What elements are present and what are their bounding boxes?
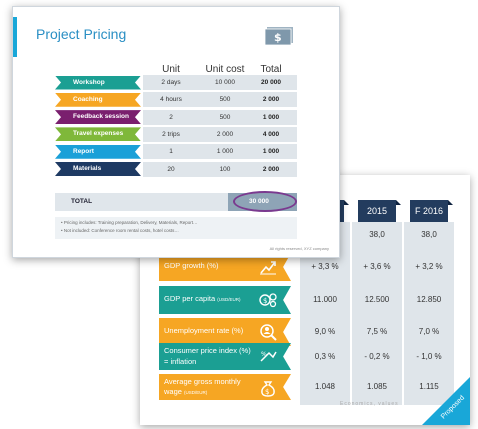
value: - 0,2 % <box>364 352 390 361</box>
header-total: Total <box>260 64 282 75</box>
pricing-row-bg <box>143 126 297 142</box>
top-row-value: 38,0 <box>421 230 437 239</box>
corner-ribbon <box>422 377 470 425</box>
value: - 1,0 % <box>416 352 442 361</box>
growth-chart-icon <box>260 261 276 275</box>
indicator-cpi: Consumer price index (%) = inflation % <box>159 343 291 370</box>
copyright: All rights reserved, XYZ company <box>269 246 329 251</box>
pricing-cell-total: 20 000 <box>261 79 281 86</box>
value: 0,3 % <box>314 352 336 361</box>
money-bag-icon: $ <box>261 381 275 397</box>
value: 7,5 % <box>366 327 388 336</box>
svg-text:$: $ <box>265 388 269 396</box>
pricing-cell-unit: 4 hours <box>160 96 182 104</box>
pricing-cell-cost: 500 <box>219 96 231 104</box>
pricing-cell-unit: 2 days <box>161 79 181 86</box>
pricing-cell-unit: 2 <box>169 113 173 121</box>
value: + 3,2 % <box>415 262 443 271</box>
pricing-cell-cost: 100 <box>219 165 231 173</box>
value: + 3,3 % <box>311 262 339 271</box>
pricing-cell-unit: 20 <box>167 165 175 173</box>
svg-text:$: $ <box>263 297 267 305</box>
value: 11.000 <box>313 295 337 304</box>
value: 12.500 <box>364 295 390 304</box>
pricing-item-label: Workshop <box>55 75 141 90</box>
pricing-cell-cost: 2 000 <box>216 130 234 138</box>
project-pricing-slide: Project Pricing $ Unit Unit cost Total W… <box>12 6 340 258</box>
value: 1.085 <box>366 382 388 391</box>
slide-title: Project Pricing <box>36 26 127 42</box>
pricing-item-label: Feedback session <box>55 110 141 125</box>
pricing-cell-total: 2 000 <box>262 96 280 104</box>
header-unit-cost: Unit cost <box>205 64 245 75</box>
pricing-row-bg <box>143 109 297 125</box>
svg-text:$: $ <box>274 31 282 44</box>
highlight-ellipse <box>233 191 297 212</box>
indicator-average-wage: Average gross monthly wage (USD/EUR) $ <box>159 374 291 400</box>
percent-arrow-icon: % <box>260 351 277 362</box>
pricing-item-label: Travel expenses <box>55 127 141 142</box>
title-accent-bar <box>13 17 17 57</box>
pricing-cell-unit: 2 trips <box>162 130 180 138</box>
pricing-cell-unit: 1 <box>169 148 173 156</box>
value: 1.048 <box>314 382 336 391</box>
person-search-icon <box>260 324 277 341</box>
svg-text:%: % <box>261 351 267 358</box>
value: 9,0 % <box>314 327 336 336</box>
value: 7,0 % <box>418 327 440 336</box>
dollar-gear-icon: $ <box>259 293 277 308</box>
dollar-bill-icon: $ <box>264 27 293 46</box>
pricing-cell-total: 1 000 <box>262 113 280 121</box>
notes-box <box>55 217 297 239</box>
indicator-gdp-per-capita: GDP per capita (USD/EUR) $ <box>159 286 291 314</box>
pricing-row-bg <box>143 75 297 90</box>
note-line: • Pricing includes: Training preparation… <box>61 220 198 225</box>
header-unit: Unit <box>162 64 180 75</box>
top-row-value: 38,0 <box>369 230 385 239</box>
pricing-cell-cost: 10 000 <box>215 79 235 86</box>
pricing-item-label: Materials <box>55 162 141 176</box>
pricing-cell-total: 2 000 <box>262 165 280 173</box>
pricing-item-label: Report <box>55 144 141 159</box>
value: + 3,6 % <box>363 262 391 271</box>
column-bg <box>404 222 454 405</box>
year-header: 2015 <box>358 200 401 222</box>
total-label: TOTAL <box>71 198 93 205</box>
indicator-unemployment: Unemployment rate (%) <box>159 318 291 346</box>
pricing-row-bg <box>143 92 297 108</box>
note-line: • Not included: Conference room rental c… <box>61 228 179 233</box>
pricing-cell-cost: 500 <box>219 113 231 121</box>
pricing-item-label: Coaching <box>55 92 141 107</box>
column-bg <box>352 222 402 405</box>
year-header: F 2016 <box>410 200 453 222</box>
pricing-cell-cost: 1 000 <box>216 148 234 156</box>
pricing-cell-total: 4 000 <box>262 130 280 138</box>
pricing-cell-total: 1 000 <box>262 148 280 156</box>
watermark: Economics, values <box>340 401 399 407</box>
pricing-row-bg <box>143 144 297 160</box>
pricing-row-bg <box>143 161 297 177</box>
value: 12.850 <box>416 295 442 304</box>
